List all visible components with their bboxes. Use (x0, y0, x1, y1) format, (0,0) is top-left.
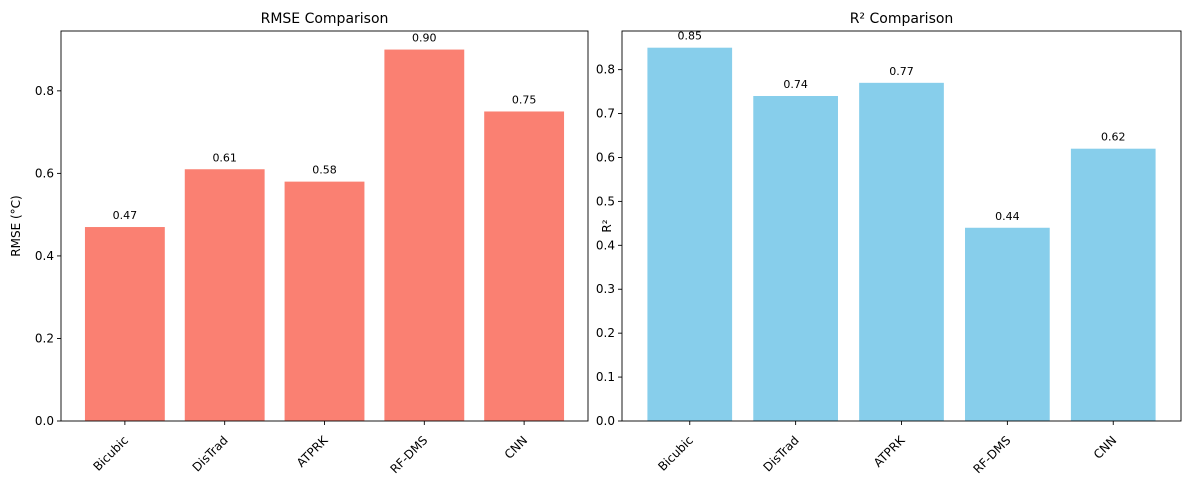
bar-rf-dms (965, 227, 1050, 421)
x-tick-label-bicubic: Bicubic (90, 433, 131, 474)
y-tick-label: 0.7 (596, 107, 615, 121)
bar-atprk (859, 82, 944, 421)
x-tick-label-atprk: ATPRK (871, 432, 909, 470)
bar-distrad (184, 169, 265, 421)
y-tick-label: 0.5 (596, 194, 615, 208)
x-tick-label-bicubic: Bicubic (655, 433, 696, 474)
plot-frame (621, 30, 1182, 422)
x-tick-label-atprk: ATPRK (294, 432, 332, 470)
y-tick-label: 0.8 (596, 63, 615, 77)
bar-cnn (484, 111, 565, 421)
data-label-distrad: 0.74 (783, 78, 808, 91)
y-tick-label: 0.4 (35, 249, 54, 263)
data-label-cnn: 0.62 (1101, 131, 1126, 144)
bar-bicubic (647, 47, 733, 421)
data-label-bicubic: 0.47 (113, 209, 138, 222)
x-tick-label-rf-dms: RF-DMS (387, 433, 430, 476)
data-label-rf-dms: 0.44 (995, 210, 1020, 223)
y-tick-label: 0.2 (596, 326, 615, 340)
y-tick-label: 0.8 (35, 84, 54, 98)
y-tick-label: 0.6 (35, 166, 54, 180)
y-tick-label: 0.1 (596, 370, 615, 384)
data-label-cnn: 0.75 (512, 93, 537, 106)
x-tick-label-cnn: CNN (502, 433, 531, 462)
x-tick-label-cnn: CNN (1091, 433, 1120, 462)
bar-distrad (753, 96, 838, 421)
chart-title: R² Comparison (850, 11, 954, 27)
data-label-rf-dms: 0.90 (412, 32, 437, 45)
data-label-distrad: 0.61 (212, 151, 237, 164)
chart-title: RMSE Comparison (261, 11, 389, 27)
bar-cnn (1070, 148, 1156, 421)
data-label-atprk: 0.58 (312, 164, 337, 177)
x-tick-label-rf-dms: RF-DMS (971, 433, 1014, 476)
y-axis-label: R² (600, 219, 614, 232)
plot-frame (60, 30, 589, 422)
y-tick-label: 0.6 (596, 150, 615, 164)
data-label-atprk: 0.77 (889, 65, 914, 78)
chart-panel-1: 0.47 Bicubic 0.61 DisTrad 0.58 ATPRK 0.90 RF-DM… (9, 11, 589, 476)
bar-bicubic (84, 227, 165, 421)
y-tick-label: 0.0 (35, 414, 54, 428)
bar-rf-dms (384, 49, 465, 421)
bar-atprk (284, 181, 365, 421)
y-tick-label: 0.2 (35, 331, 54, 345)
y-tick-label: 0.4 (596, 238, 615, 252)
y-tick-label: 0.3 (596, 282, 615, 296)
x-tick-label-distrad: DisTrad (761, 433, 802, 474)
data-label-bicubic: 0.85 (678, 30, 703, 43)
x-tick-label-distrad: DisTrad (190, 433, 231, 474)
chart-panel-2: 0.85 Bicubic 0.74 DisTrad 0.77 ATPRK 0.44 RF-DM… (596, 11, 1182, 476)
y-axis-label: RMSE (°C) (9, 195, 23, 256)
y-tick-label: 0.0 (596, 414, 615, 428)
